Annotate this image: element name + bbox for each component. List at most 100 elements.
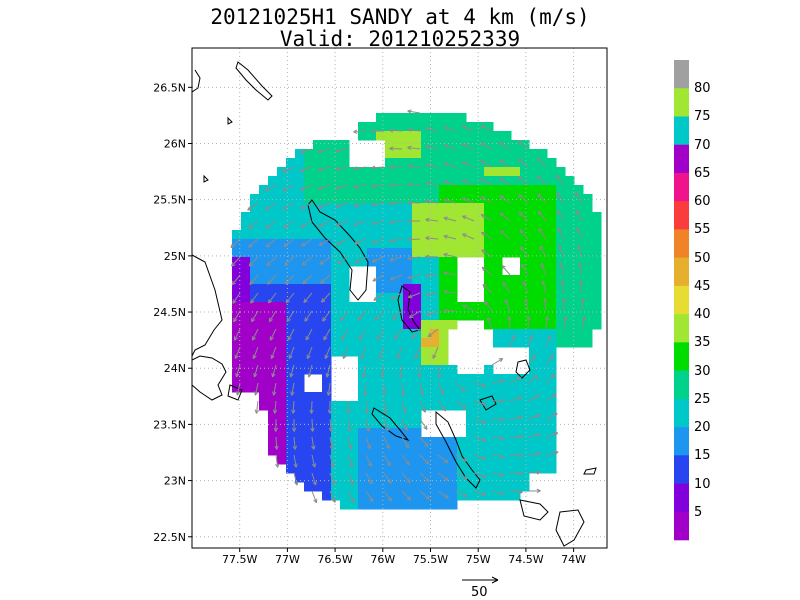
wind-vector [576,227,583,240]
wind-speed-cell [304,194,314,204]
wind-speed-cell [421,185,431,195]
wind-speed-cell [313,230,323,240]
wind-speed-cell [322,401,332,411]
wind-speed-cell [367,500,377,510]
wind-speed-cell [394,455,404,465]
wind-speed-cell [475,302,485,312]
wind-vector-head [517,140,523,146]
wind-speed-cell [304,257,314,267]
wind-vector-head [407,127,412,132]
wind-speed-cell [358,455,368,465]
wind-vector-head [543,298,548,303]
wind-speed-cell [250,266,260,276]
wind-speed-cell [349,347,359,357]
wind-vector [473,418,487,424]
wind-vector [339,310,349,322]
wind-speed-cell [367,257,377,267]
wind-speed-cell [340,284,350,294]
wind-speed-cell [547,167,557,177]
wind-speed-cell [583,302,593,312]
wind-speed-cell [502,131,512,141]
wind-vector-head [325,373,330,378]
wind-speed-cell [394,221,404,231]
wind-vector [425,127,439,132]
wind-speed-cell [286,176,296,186]
wind-speed-cell [475,149,485,159]
wind-vector [432,346,439,359]
wind-speed-cell [475,455,485,465]
wind-speed-cell [502,473,512,483]
wind-speed-cell [412,500,422,510]
wind-speed-cell [484,464,494,474]
wind-vector [250,292,259,304]
wind-speed-cell [574,203,584,213]
wind-speed-cell [412,302,422,312]
wind-speed-cell [484,122,494,132]
wind-speed-cell [520,293,530,303]
wind-vector [491,490,505,495]
wind-speed-cell [277,383,287,393]
wind-speed-cell [457,311,467,321]
wind-speed-cell [538,410,548,420]
wind-vector-head [407,145,412,151]
lat-tick-label: 25.5N [153,194,186,207]
wind-speed-cell [457,482,467,492]
wind-speed-cell [322,356,332,366]
wind-speed-cell [439,275,449,285]
wind-speed-cell [241,320,251,330]
wind-vector-head [341,335,346,341]
wind-speed-cell [403,275,413,285]
wind-speed-cell [439,248,449,258]
wind-speed-cell [511,140,521,150]
wind-vector [372,256,385,263]
wind-speed-cell [412,374,422,384]
wind-speed-cell [304,338,314,348]
wind-speed-cell [538,383,548,393]
wind-vector [538,228,547,240]
wind-speed-cell [538,338,548,348]
wind-speed-cell [547,383,557,393]
wind-speed-cell [394,365,404,375]
wind-speed-cell [448,464,458,474]
coastline [192,254,223,357]
wind-vector-head [406,478,411,484]
wind-speed-cell [250,257,260,267]
wind-speed-cell [403,158,413,168]
wind-speed-cell [385,293,395,303]
wind-speed-cell [304,464,314,474]
wind-speed-cell [322,167,332,177]
wind-vector-head [462,143,467,148]
wind-speed-cell [403,446,413,456]
wind-speed-cell [385,464,395,474]
wind-speed-cell [286,464,296,474]
wind-speed-cell [268,239,278,249]
wind-vector [364,382,367,396]
wind-speed-cell [412,455,422,465]
wind-speed-cell [511,455,521,465]
wind-speed-cell [547,293,557,303]
wind-speed-cell [538,419,548,429]
wind-speed-cell [547,176,557,186]
wind-speed-cell [277,401,287,411]
wind-speed-cell [331,275,341,285]
wind-speed-cell [304,212,314,222]
wind-speed-cell [295,284,305,294]
wind-vector-head [500,436,505,441]
wind-speed-cell [250,302,260,312]
wind-vector-head [425,181,430,186]
wind-speed-cell [502,311,512,321]
wind-speed-cell [430,356,440,366]
wind-vector-head [294,481,299,486]
wind-speed-cell [394,356,404,366]
wind-vector [389,202,403,205]
wind-vector-head [331,480,336,486]
wind-speed-cell [376,410,386,420]
wind-speed-cell [349,446,359,456]
wind-speed-cell [331,149,341,159]
wind-speed-cell [268,176,278,186]
wind-speed-cell [502,275,512,285]
wind-speed-cell [421,401,431,411]
wind-speed-cell [385,446,395,456]
wind-speed-cell [277,437,287,447]
wind-speed-cell [538,185,548,195]
